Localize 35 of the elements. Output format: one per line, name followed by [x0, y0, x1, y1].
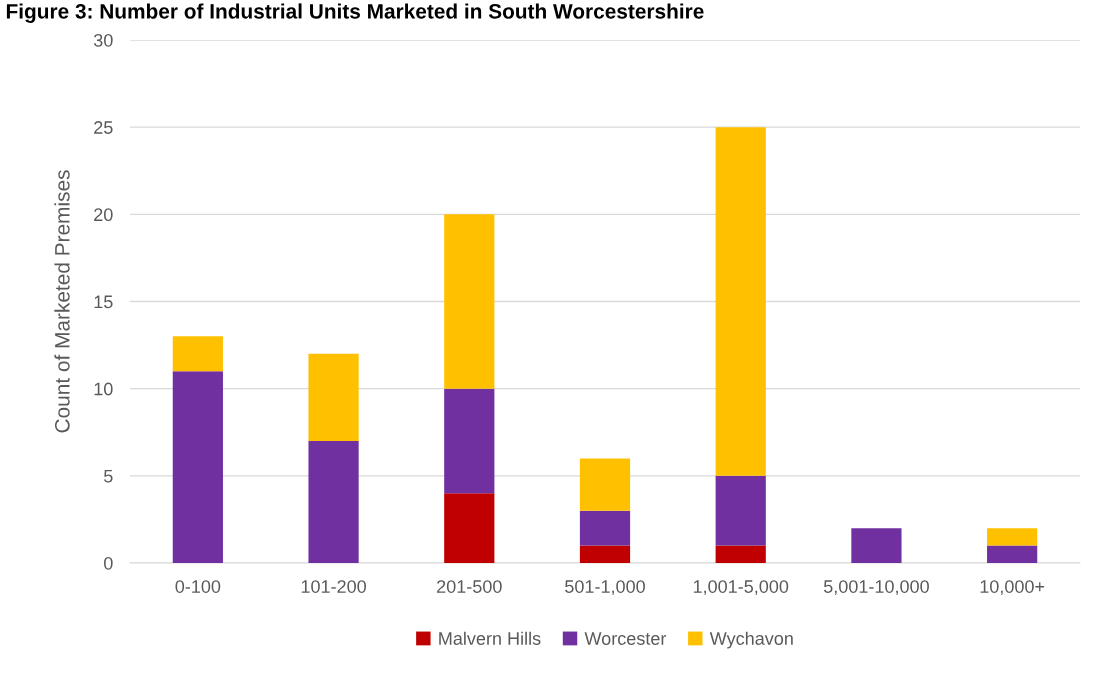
bar: [715, 127, 766, 476]
chart-title: Figure 3: Number of Industrial Units Marketed in South Worcestershire: [6, 3, 704, 23]
bar: [172, 371, 223, 563]
y-tick-label: 0: [104, 556, 113, 570]
bar: [715, 475, 766, 546]
y-tick-label: 5: [104, 469, 113, 483]
bar: [172, 336, 223, 372]
bar: [715, 545, 766, 563]
bar: [308, 440, 359, 563]
y-axis-title: Count of Marketed Premises: [54, 170, 70, 433]
bar: [444, 493, 495, 563]
bar: [851, 528, 902, 563]
legend-label: Malvern Hills: [439, 631, 541, 645]
x-tick-label: 5,001-10,000: [823, 580, 929, 596]
x-tick-label: 0-100: [175, 580, 221, 593]
bar: [444, 388, 495, 494]
bar: [987, 545, 1038, 563]
y-tick-label: 30: [93, 33, 113, 47]
x-tick-label: 101-200: [301, 580, 366, 593]
bar: [308, 353, 359, 441]
x-tick-label: 501-1,000: [565, 580, 645, 596]
y-tick-label: 20: [94, 208, 113, 222]
bar: [579, 510, 631, 546]
y-tick-label: 25: [94, 121, 113, 134]
y-tick-label: 10: [94, 382, 113, 396]
bar: [579, 458, 631, 511]
y-tick-label: 15: [94, 295, 113, 309]
x-tick-label: 10,000+: [980, 580, 1045, 596]
bar: [987, 528, 1038, 546]
legend-label: Worcester: [584, 632, 667, 645]
x-tick-label: 1,001-5,000: [693, 580, 789, 596]
x-tick-label: 201-500: [437, 580, 502, 593]
legend-label: Wychavon: [709, 631, 793, 649]
bar: [444, 214, 495, 389]
bar: [579, 545, 631, 563]
